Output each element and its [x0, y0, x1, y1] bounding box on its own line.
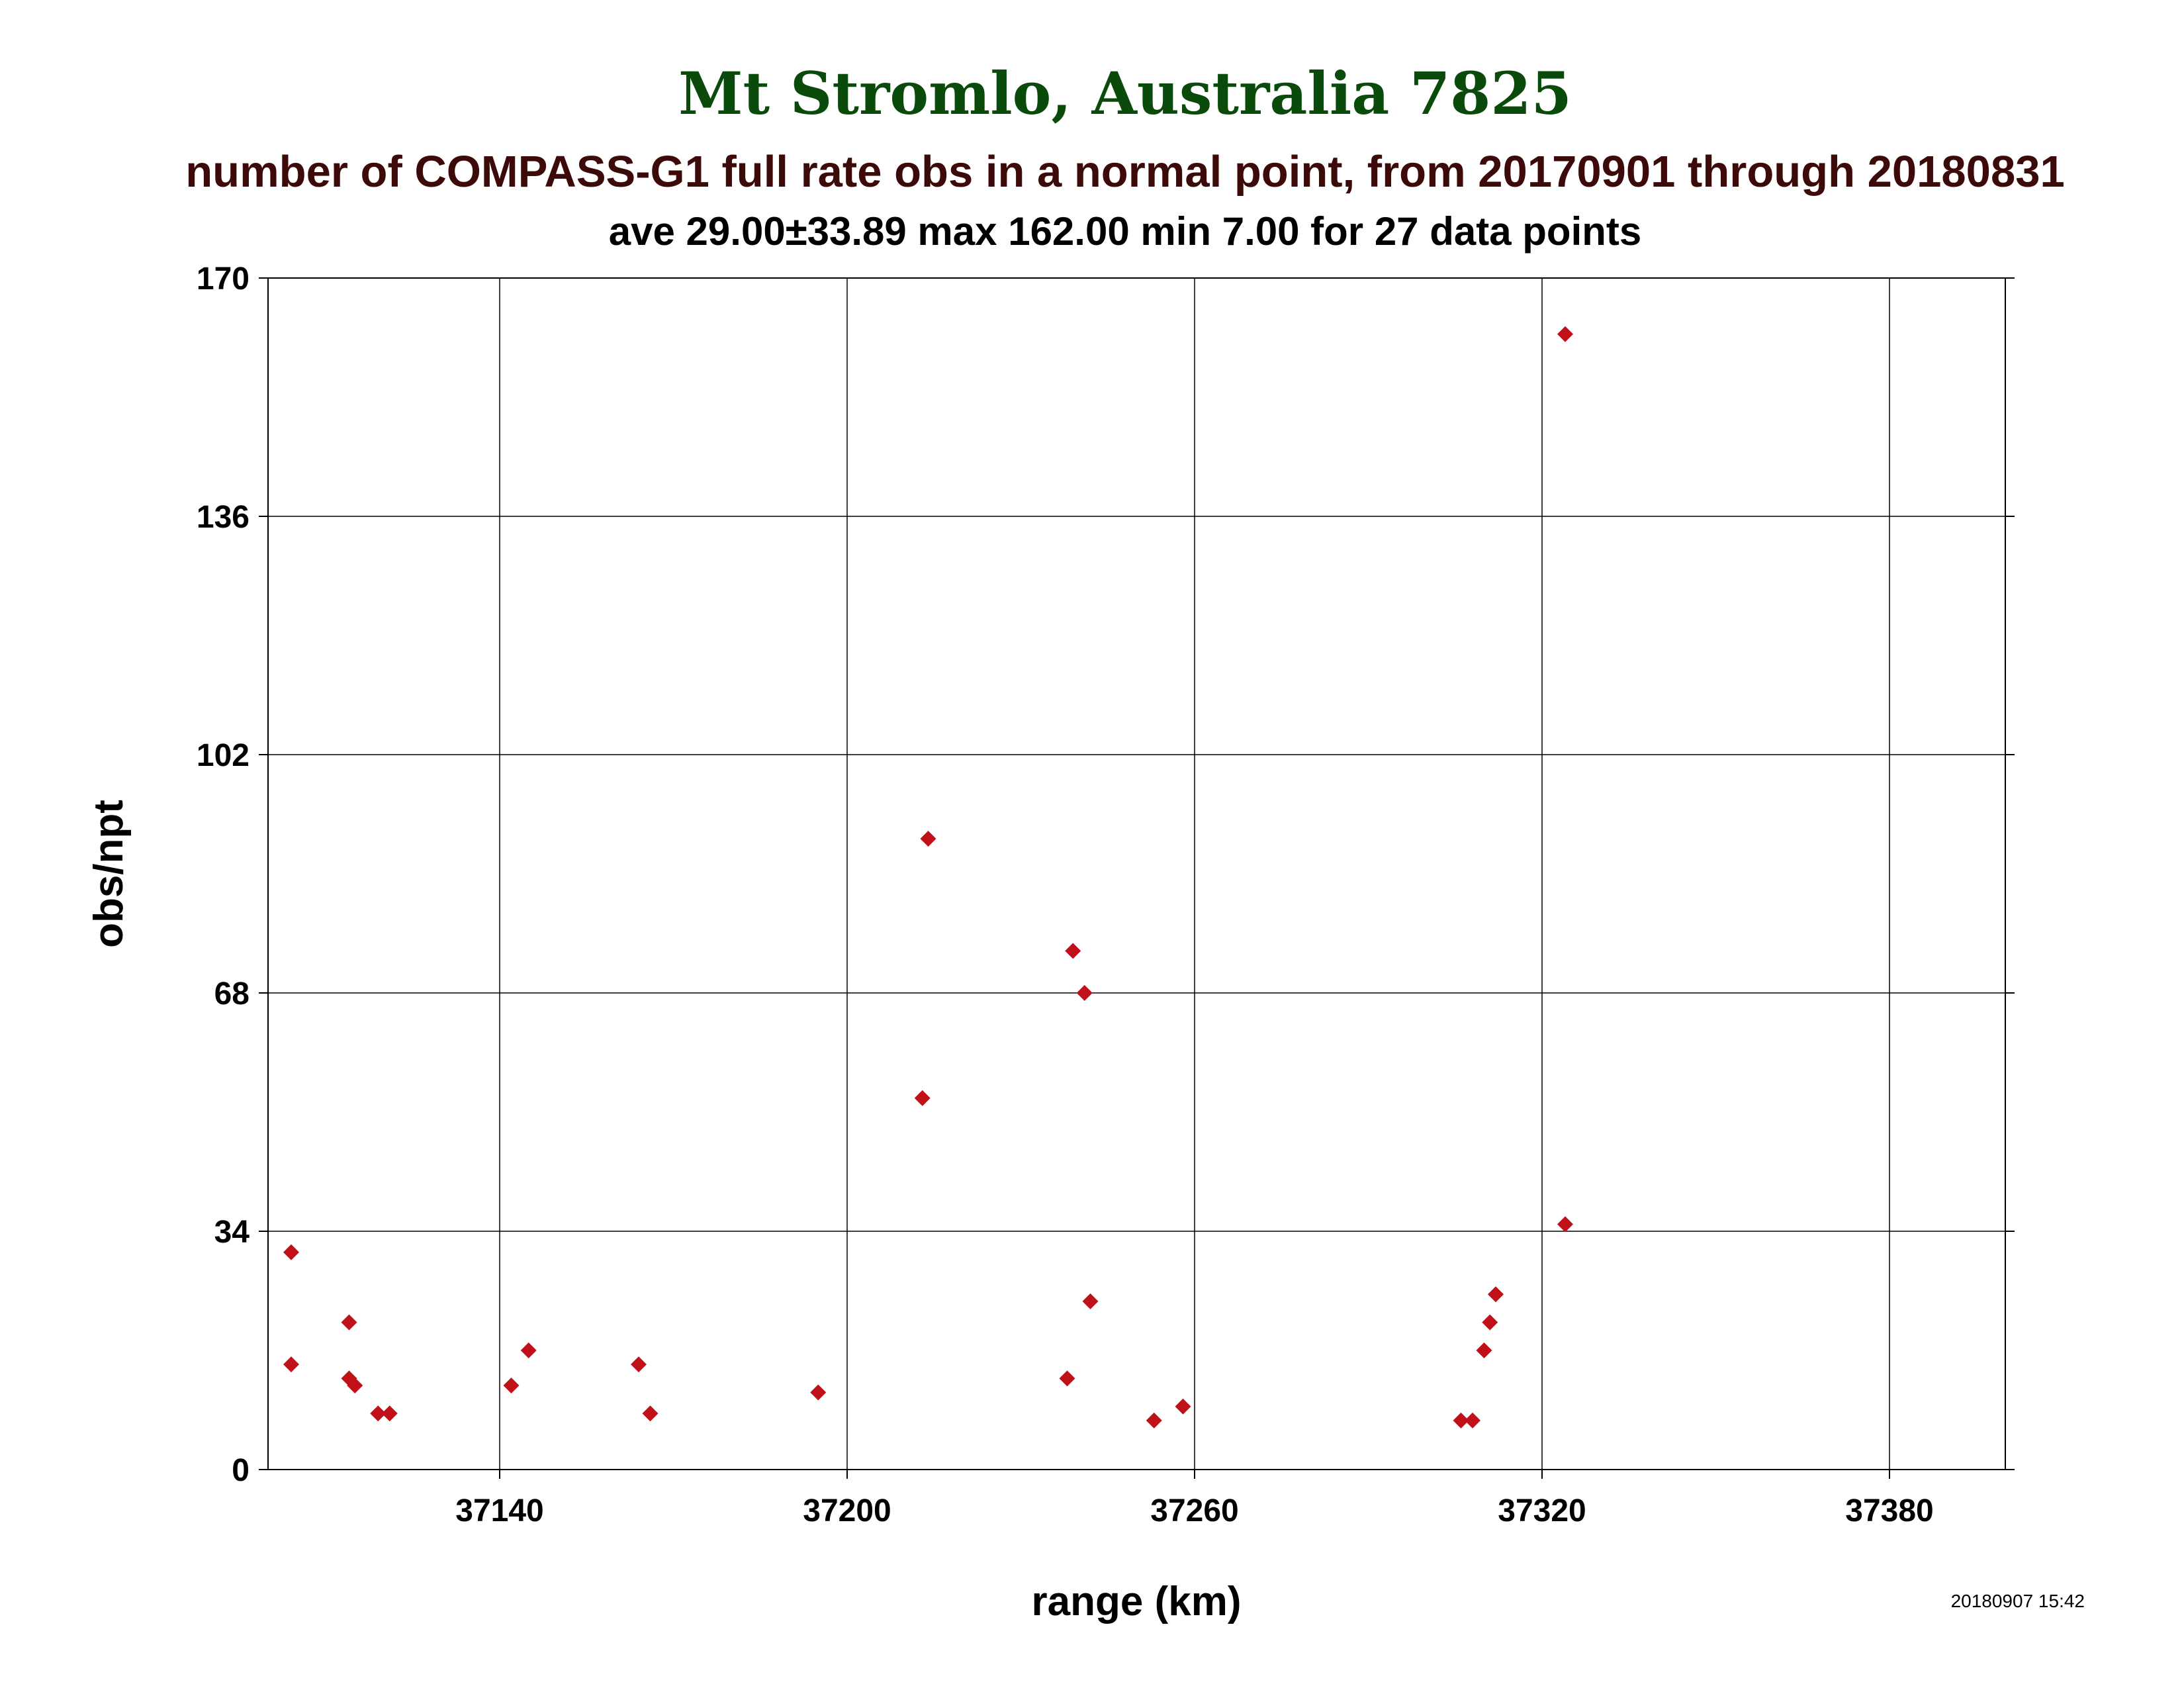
- data-point: [381, 1405, 398, 1422]
- data-point: [341, 1314, 357, 1331]
- y-tick-label: 34: [214, 1215, 250, 1250]
- data-point: [810, 1384, 827, 1401]
- plot-area: [267, 277, 2006, 1470]
- y-tick-label: 68: [214, 976, 250, 1011]
- x-tick-label: 37200: [803, 1493, 891, 1528]
- timestamp: 20180907 15:42: [1951, 1591, 2085, 1611]
- y-tick-label: 170: [197, 261, 250, 297]
- data-point: [503, 1377, 520, 1393]
- data-point: [1059, 1370, 1075, 1387]
- y-tick-label: 0: [232, 1453, 250, 1488]
- data-point: [1453, 1412, 1469, 1429]
- data-point: [1557, 1216, 1573, 1233]
- data-point: [642, 1405, 659, 1422]
- data-point: [370, 1405, 387, 1422]
- data-point: [520, 1342, 537, 1358]
- x-tick-label: 37140: [455, 1493, 543, 1528]
- chart-stats: ave 29.00±33.89 max 162.00 min 7.00 for …: [609, 209, 1641, 254]
- data-point: [1076, 985, 1093, 1001]
- data-point: [1488, 1286, 1504, 1303]
- data-points: [283, 326, 1573, 1429]
- chart-title: Mt Stromlo, Australia 7825: [678, 59, 1572, 128]
- x-tick-label: 37260: [1150, 1493, 1238, 1528]
- data-point: [1465, 1412, 1480, 1429]
- chart-subtitle: number of COMPASS-G1 full rate obs in a …: [185, 147, 2065, 197]
- data-point: [914, 1090, 931, 1106]
- data-point: [1482, 1314, 1498, 1331]
- data-point: [1557, 326, 1573, 342]
- data-point: [1476, 1342, 1492, 1358]
- y-axis-ticks: 0 34 68 102 136 170: [197, 261, 2015, 1488]
- data-point: [283, 1244, 299, 1260]
- data-point: [283, 1356, 299, 1373]
- y-tick-label: 136: [197, 500, 250, 535]
- data-point: [1175, 1398, 1191, 1415]
- x-axis-label: range (km): [1032, 1579, 1242, 1624]
- data-point: [1065, 943, 1081, 959]
- data-point: [347, 1377, 363, 1393]
- x-axis-ticks: 37140 37200 37260 37320 37380: [455, 1470, 1934, 1528]
- data-point: [1082, 1293, 1099, 1309]
- x-tick-label: 37320: [1498, 1493, 1586, 1528]
- x-tick-label: 37380: [1845, 1493, 1933, 1528]
- y-axis-label: obs/npt: [86, 800, 132, 948]
- data-point: [631, 1356, 647, 1373]
- data-point: [920, 831, 936, 847]
- grid-lines: [268, 277, 2005, 1470]
- y-tick-label: 102: [197, 738, 250, 773]
- data-point: [1146, 1412, 1162, 1429]
